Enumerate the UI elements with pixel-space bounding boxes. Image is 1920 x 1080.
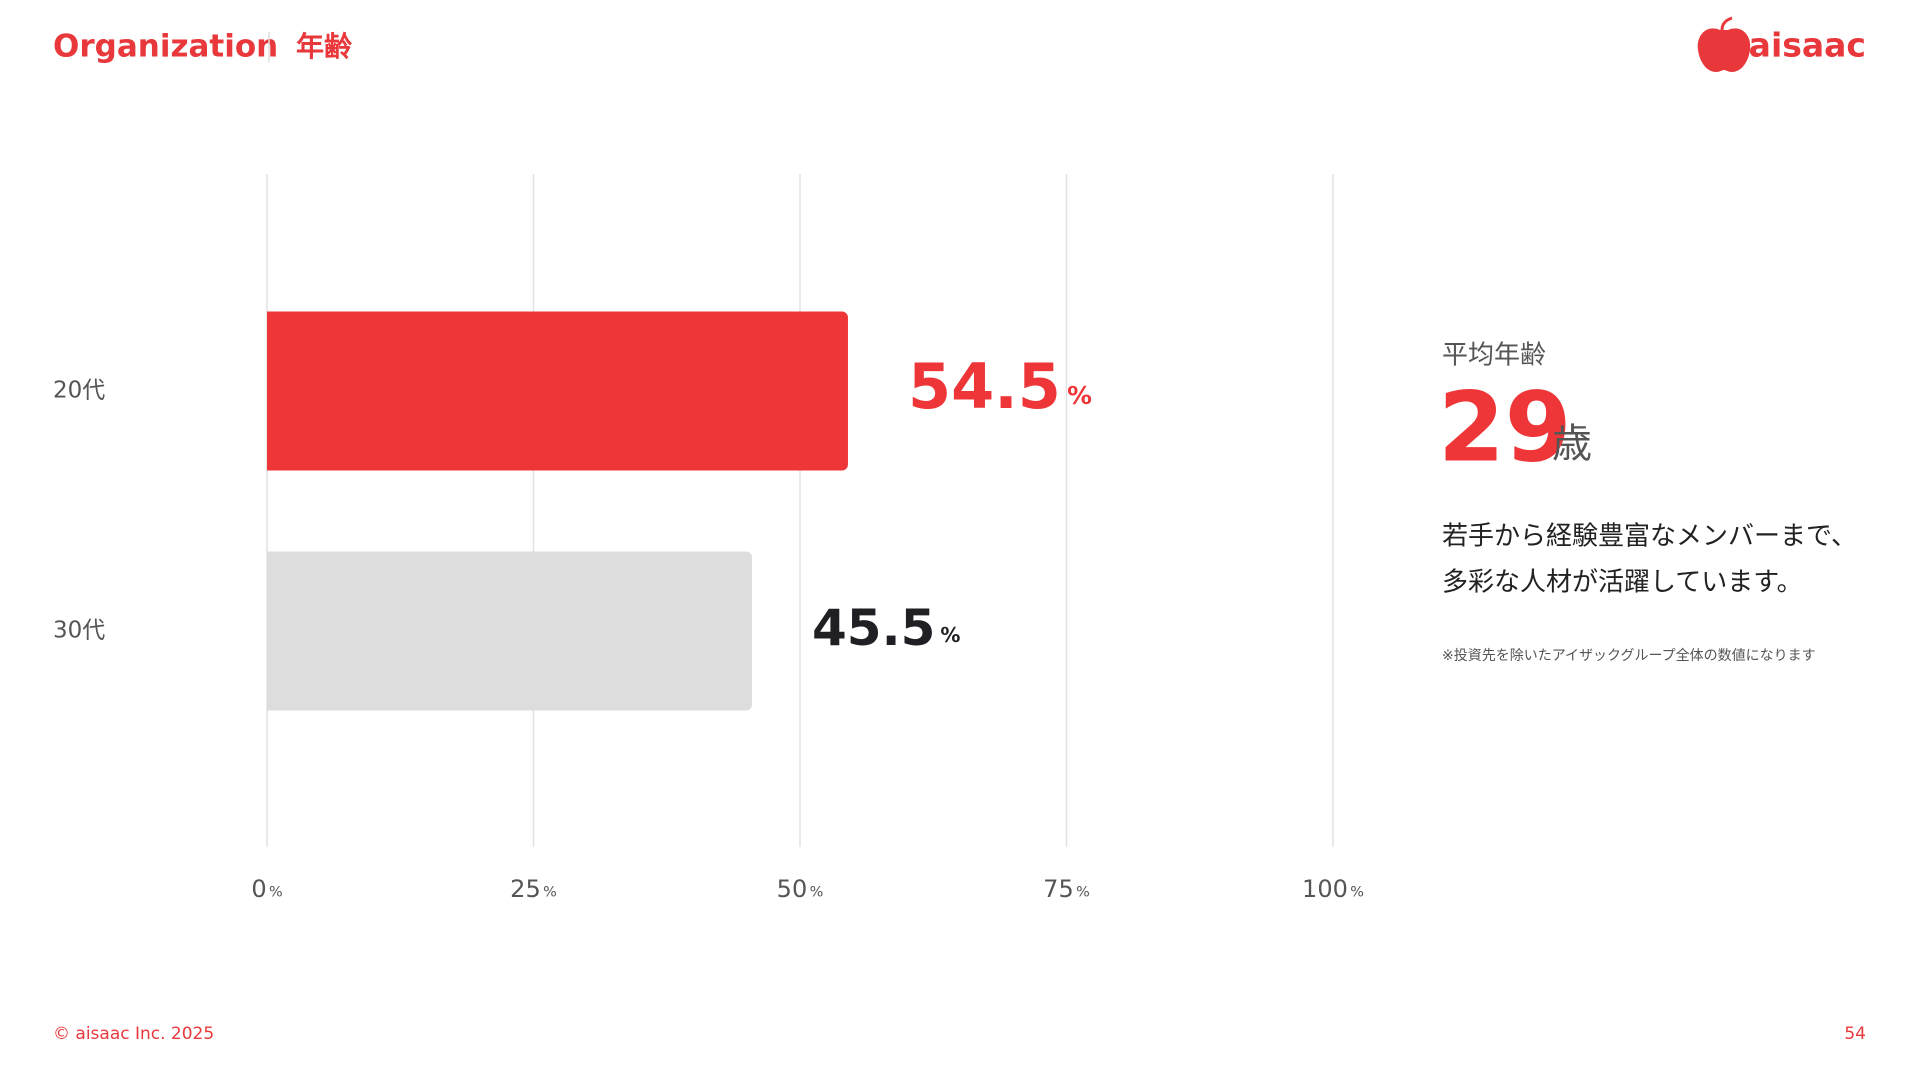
description-line: 若手から経験豊富なメンバーまで、 [1442,522,1857,552]
bar [267,311,848,471]
x-tick-label: 75% [1043,875,1090,903]
logo-text: aisaac [1749,26,1866,65]
summary-value: 29 [1438,371,1572,483]
page-number: 54 [1844,1024,1866,1044]
x-tick-label: 25% [510,875,557,903]
copyright: © aisaac Inc. 2025 [53,1024,214,1044]
logo: aisaac [1697,16,1866,72]
section-title: Organization [53,29,278,65]
x-tick-label: 0% [251,875,282,903]
x-tick-label: 100% [1302,875,1364,903]
value-label: 45.5% [812,599,960,657]
value-label: 54.5% [908,350,1092,423]
y-tick-label: 20代 [53,378,105,404]
logo-stem [1720,16,1733,31]
topic-title: 年齢 [296,30,352,63]
description-line: 多彩な人材が活躍しています。 [1442,568,1803,598]
y-tick-label: 30代 [53,618,105,644]
summary-label: 平均年齢 [1442,341,1546,371]
summary-unit: 歳 [1552,421,1592,467]
note: ※投資先を除いたアイザックグループ全体の数値になります [1442,647,1816,664]
bar [267,551,753,711]
x-tick-label: 50% [777,875,824,903]
logo-icon [1697,28,1751,72]
